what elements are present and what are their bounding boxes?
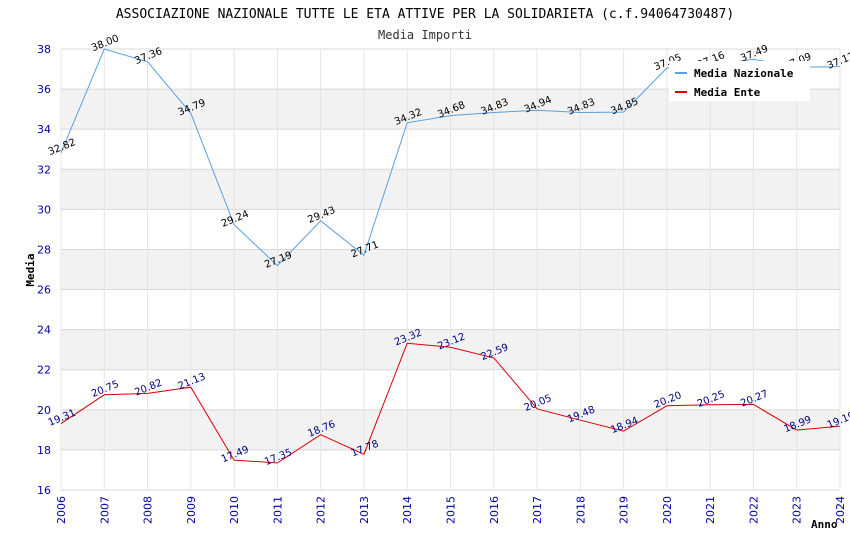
x-tick-label: 2023 bbox=[791, 496, 804, 524]
legend: Media Nazionale Media Ente bbox=[669, 61, 810, 101]
x-tick-label: 2013 bbox=[358, 496, 371, 524]
x-tick-label: 2011 bbox=[271, 496, 284, 524]
y-tick-label: 38 bbox=[37, 43, 51, 56]
chart-subtitle: Media Importi bbox=[378, 28, 472, 42]
y-tick-label: 20 bbox=[37, 404, 51, 417]
x-tick-label: 2014 bbox=[401, 496, 414, 524]
x-tick-label: 2006 bbox=[55, 496, 68, 524]
y-tick-label: 36 bbox=[37, 83, 51, 96]
x-tick-label: 2021 bbox=[704, 496, 717, 524]
x-tick-label: 2018 bbox=[574, 496, 587, 524]
y-tick-label: 24 bbox=[37, 324, 51, 337]
x-tick-label: 2007 bbox=[98, 496, 111, 524]
y-tick-label: 34 bbox=[37, 123, 51, 136]
legend-entry: Media Nazionale bbox=[694, 67, 794, 80]
y-tick-label: 16 bbox=[37, 484, 51, 497]
x-tick-label: 2024 bbox=[834, 496, 847, 524]
y-tick-label: 26 bbox=[37, 284, 51, 297]
y-tick-label: 28 bbox=[37, 243, 51, 256]
x-tick-label: 2015 bbox=[445, 496, 458, 524]
x-tick-label: 2009 bbox=[185, 496, 198, 524]
legend-entry: Media Ente bbox=[694, 86, 761, 99]
x-tick-label: 2008 bbox=[142, 496, 155, 524]
chart-title: ASSOCIAZIONE NAZIONALE TUTTE LE ETA ATTI… bbox=[116, 7, 734, 22]
x-tick-labels: 2006 2007 2008 2009 2010 2011 2012 2013 2014 2015… bbox=[55, 496, 847, 524]
y-tick-labels: 16 18 20 22 24 26 28 30 32 34 36 38 bbox=[37, 43, 51, 497]
x-tick-label: 2010 bbox=[228, 496, 241, 524]
x-tick-label: 2016 bbox=[488, 496, 501, 524]
x-tick-label: 2017 bbox=[531, 496, 544, 524]
y-tick-label: 30 bbox=[37, 203, 51, 216]
x-tick-label: 2019 bbox=[618, 496, 631, 524]
line-chart: ASSOCIAZIONE NAZIONALE TUTTE LE ETA ATTI… bbox=[0, 0, 850, 550]
y-tick-label: 32 bbox=[37, 163, 51, 176]
y-tick-label: 22 bbox=[37, 364, 51, 377]
y-axis-label: Media bbox=[24, 253, 37, 286]
x-tick-label: 2022 bbox=[747, 496, 760, 524]
y-tick-label: 18 bbox=[37, 444, 51, 457]
x-tick-label: 2020 bbox=[661, 496, 674, 524]
x-tick-label: 2012 bbox=[315, 496, 328, 524]
